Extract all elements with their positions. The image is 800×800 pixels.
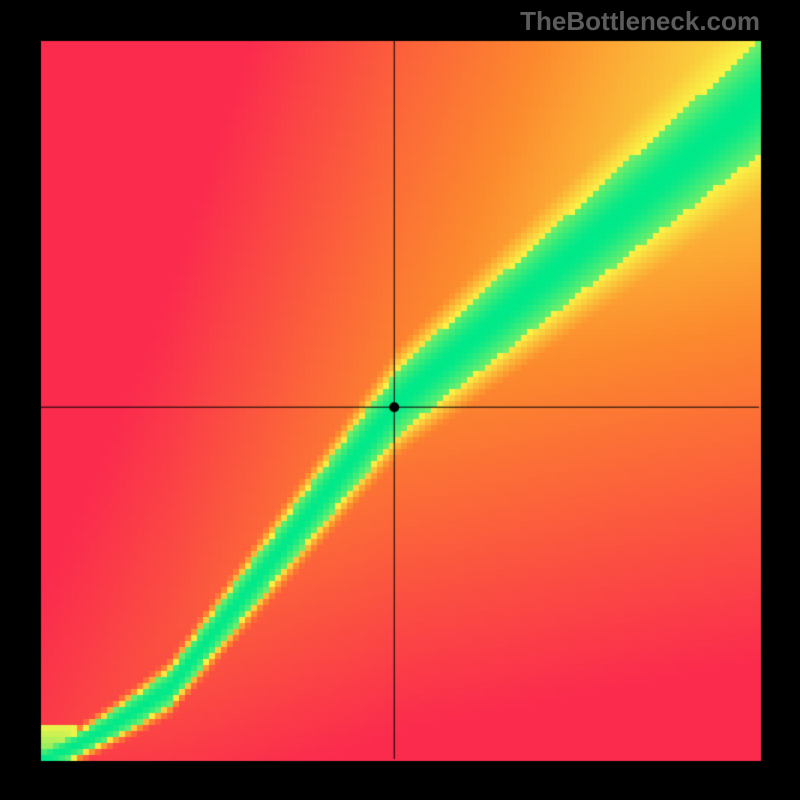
- bottleneck-heatmap: [0, 0, 800, 800]
- watermark-text: TheBottleneck.com: [520, 6, 760, 37]
- chart-container: TheBottleneck.com: [0, 0, 800, 800]
